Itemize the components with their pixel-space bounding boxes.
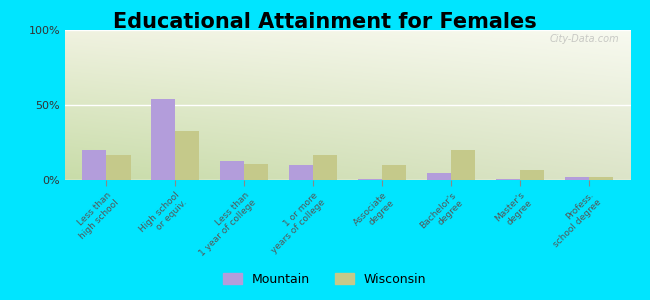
Bar — [589, 177, 613, 180]
Bar — [496, 178, 520, 180]
Bar — [289, 165, 313, 180]
Legend: Mountain, Wisconsin: Mountain, Wisconsin — [218, 268, 432, 291]
Bar — [451, 150, 475, 180]
Bar — [427, 172, 451, 180]
Bar — [520, 169, 544, 180]
Bar — [107, 154, 131, 180]
Bar — [176, 130, 200, 180]
Bar — [382, 165, 406, 180]
Text: Educational Attainment for Females: Educational Attainment for Females — [113, 12, 537, 32]
Text: City-Data.com: City-Data.com — [549, 34, 619, 44]
Bar — [83, 150, 107, 180]
Bar — [313, 154, 337, 180]
Bar — [151, 99, 176, 180]
Bar — [244, 164, 268, 180]
Bar — [220, 160, 244, 180]
Bar — [358, 178, 382, 180]
Bar — [565, 177, 589, 180]
